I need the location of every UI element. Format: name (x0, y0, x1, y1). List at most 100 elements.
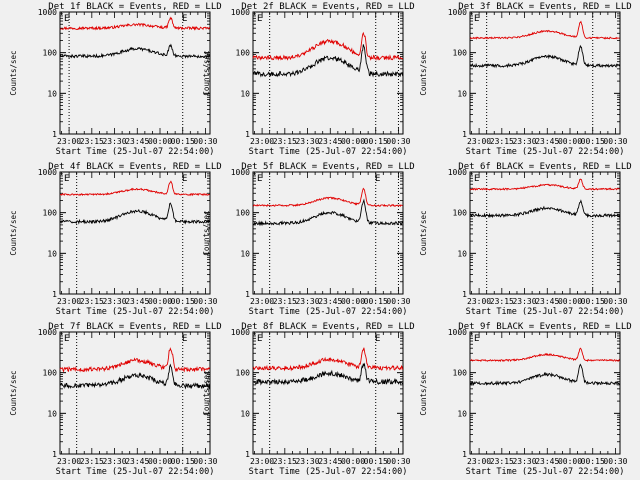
x-tick-label: 00:30 (193, 137, 217, 146)
x-tick-label: 00:15 (364, 457, 388, 466)
events-series-line (469, 199, 621, 219)
y-tick-label: 100 (453, 209, 468, 218)
detector-panel: Det 2f BLACK = Events, RED = LLD 1 10 100 10… (202, 2, 415, 157)
y-tick-label: 1000 (38, 8, 57, 17)
x-axis-label: Start Time (25-Jul-07 22:54:00) (249, 467, 408, 477)
y-tick-label: 10 (240, 89, 250, 98)
events-series-line (469, 44, 621, 69)
x-tick-label: 23:15 (490, 297, 514, 306)
y-tick-label: 10 (240, 249, 250, 258)
x-tick-label: 00:00 (341, 297, 365, 306)
x-tick-label: 00:15 (171, 137, 195, 146)
x-tick-label: 23:45 (125, 457, 149, 466)
x-tick-label: 23:00 (57, 137, 81, 146)
x-tick-label: 23:00 (250, 457, 274, 466)
detector-panel: Det 7f BLACK = Events, RED = LLD 1 10 100 10… (9, 322, 222, 477)
y-tick-label: 10 (457, 89, 467, 98)
event-marker-label: E (182, 14, 187, 24)
x-tick-label: 00:00 (341, 457, 365, 466)
x-axis-label: Start Time (25-Jul-07 22:54:00) (466, 307, 625, 317)
x-tick-label: 23:45 (535, 297, 559, 306)
y-tick-label: 100 (43, 209, 58, 218)
y-axis-label: Counts/sec (9, 370, 18, 415)
plot-frame (59, 171, 211, 295)
event-marker-label: E (64, 174, 69, 184)
x-tick-label: 23:15 (490, 457, 514, 466)
x-tick-label: 23:00 (57, 297, 81, 306)
detector-panel: Det 5f BLACK = Events, RED = LLD 1 10 100 10… (202, 162, 415, 317)
x-tick-label: 23:15 (80, 457, 104, 466)
x-tick-label: 00:00 (341, 137, 365, 146)
x-tick-label: 00:30 (603, 297, 627, 306)
y-tick-label: 1 (462, 290, 467, 299)
detector-panel: Det 6f BLACK = Events, RED = LLD 1 10 100 10… (419, 162, 632, 317)
x-axis-label: Start Time (25-Jul-07 22:54:00) (56, 307, 215, 317)
y-tick-label: 1 (245, 290, 250, 299)
x-tick-label: 23:30 (512, 297, 536, 306)
y-tick-label: 10 (47, 249, 57, 258)
x-tick-label: 00:15 (581, 137, 605, 146)
lld-series-line (252, 347, 404, 372)
x-tick-label: 23:30 (102, 457, 126, 466)
x-tick-label: 23:45 (535, 457, 559, 466)
x-tick-label: 00:30 (603, 137, 627, 146)
plot-frame (59, 11, 211, 135)
y-tick-label: 10 (457, 409, 467, 418)
x-tick-label: 23:45 (535, 137, 559, 146)
y-axis-label: Counts/sec (419, 50, 428, 95)
events-series-line (59, 363, 211, 390)
y-tick-label: 1 (245, 450, 250, 459)
y-tick-label: 1000 (448, 168, 467, 177)
x-axis-label: Start Time (25-Jul-07 22:54:00) (466, 467, 625, 477)
y-tick-label: 100 (236, 49, 251, 58)
x-tick-label: 00:15 (364, 137, 388, 146)
x-tick-label: 23:45 (318, 297, 342, 306)
detector-panel: Det 1f BLACK = Events, RED = LLD 1 10 100 10… (9, 2, 222, 157)
x-tick-label: 23:15 (273, 297, 297, 306)
y-axis-label: Counts/sec (9, 50, 18, 95)
y-tick-label: 10 (47, 409, 57, 418)
x-tick-label: 00:30 (386, 297, 410, 306)
events-series-line (59, 202, 211, 225)
plot-frame (469, 331, 621, 455)
panel-title: Det 8f BLACK = Events, RED = LLD (241, 322, 414, 332)
y-tick-label: 1000 (448, 328, 467, 337)
event-marker-label: E (182, 174, 187, 184)
x-tick-label: 00:30 (603, 457, 627, 466)
x-tick-label: 00:30 (193, 457, 217, 466)
y-tick-label: 100 (453, 49, 468, 58)
x-axis-label: Start Time (25-Jul-07 22:54:00) (466, 147, 625, 157)
y-tick-label: 100 (236, 369, 251, 378)
panel-title: Det 9f BLACK = Events, RED = LLD (458, 322, 631, 332)
x-tick-label: 00:00 (558, 137, 582, 146)
lld-series-line (59, 347, 211, 373)
y-tick-label: 1 (462, 450, 467, 459)
event-marker-label: E (182, 334, 187, 344)
lld-series-line (469, 347, 621, 363)
plot-frame (252, 171, 404, 295)
panel-title: Det 5f BLACK = Events, RED = LLD (241, 162, 414, 172)
x-tick-label: 23:15 (490, 137, 514, 146)
x-tick-label: 00:00 (148, 457, 172, 466)
x-tick-label: 00:00 (148, 137, 172, 146)
panel-title: Det 2f BLACK = Events, RED = LLD (241, 2, 414, 12)
x-tick-label: 00:15 (364, 297, 388, 306)
event-marker-label: E (375, 334, 380, 344)
y-tick-label: 1 (245, 130, 250, 139)
x-tick-label: 23:30 (512, 457, 536, 466)
plot-frame (252, 331, 404, 455)
y-tick-label: 1 (52, 290, 57, 299)
x-tick-label: 00:15 (581, 297, 605, 306)
x-tick-label: 23:15 (273, 457, 297, 466)
y-tick-label: 1000 (38, 328, 57, 337)
y-tick-label: 1000 (231, 8, 250, 17)
x-axis-label: Start Time (25-Jul-07 22:54:00) (56, 467, 215, 477)
panel-title: Det 1f BLACK = Events, RED = LLD (48, 2, 221, 12)
x-tick-label: 00:00 (558, 297, 582, 306)
events-series-line (252, 44, 404, 78)
y-axis-label: Counts/sec (202, 370, 211, 415)
x-tick-label: 23:00 (250, 137, 274, 146)
lld-series-line (59, 16, 211, 31)
plot-frame (469, 11, 621, 135)
